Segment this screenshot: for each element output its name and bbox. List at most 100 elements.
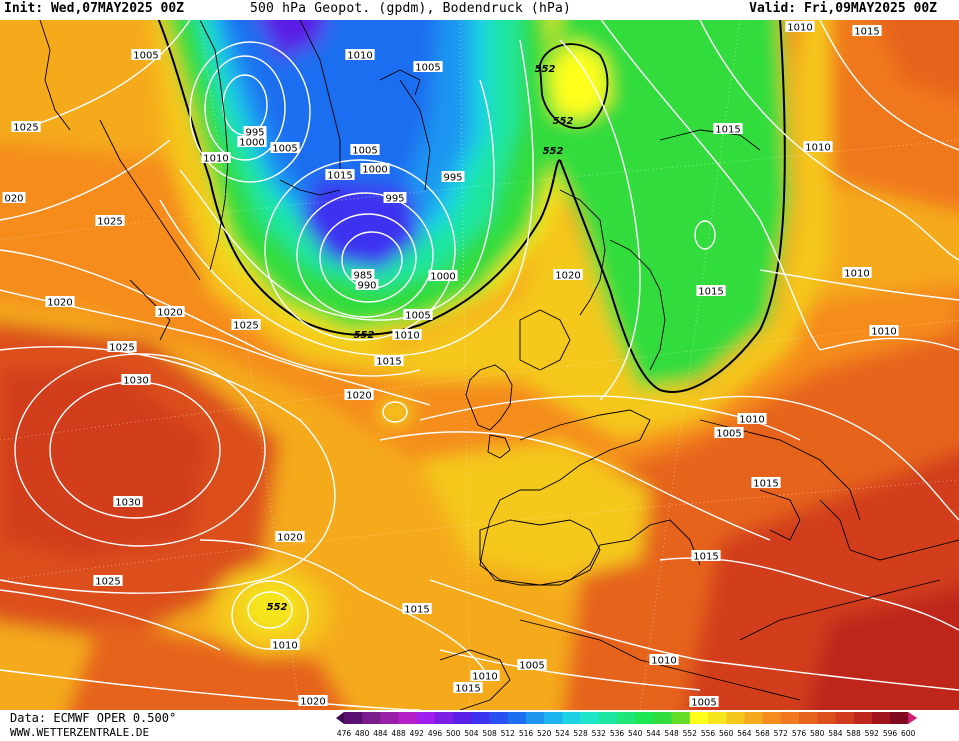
legend-tick-label: 520: [537, 729, 552, 738]
isobar-label-box: [237, 136, 267, 147]
legend-swatch: [416, 712, 436, 724]
isobar-label: 1010: [739, 415, 764, 426]
legend-arrow-left: [336, 712, 344, 724]
isobar-label: 1015: [455, 684, 480, 695]
valid-time-label: Valid: Fri,09MAY2025 00Z: [749, 1, 937, 16]
data-source-label: Data: ECMWF OPER 0.500°: [10, 711, 177, 725]
isobar-label-box: [413, 61, 443, 72]
isobar-label-box: [270, 142, 300, 153]
isobar-label-box: [93, 575, 123, 586]
isobar-label-box: [351, 269, 375, 280]
isobar-label: 1015: [327, 171, 352, 182]
isobar-label: 1030: [123, 376, 148, 387]
legend-swatch: [835, 712, 854, 724]
legend-tick-label: 504: [464, 729, 479, 738]
isobar-label-box: [374, 355, 404, 366]
isobar-label-box: [453, 682, 483, 693]
isobar-label-box: [689, 696, 719, 707]
legend-tick-label: 580: [810, 729, 825, 738]
isobar-label: 1000: [362, 165, 387, 176]
isobar-label: 985: [353, 271, 372, 282]
geopotential-fill: [0, 20, 959, 710]
geopotential-label: 552: [354, 330, 375, 341]
legend-tick-label: 512: [501, 729, 516, 738]
isobar-label-box: [649, 654, 679, 665]
isobar-label: 1005: [415, 63, 440, 74]
isobar-label-box: [121, 374, 151, 385]
isobar-label: 1005: [519, 661, 544, 672]
legend-swatch: [362, 712, 381, 724]
isobar-label-box: [691, 550, 721, 561]
isobar-label-box: [45, 296, 75, 307]
legend-tick-label: 532: [592, 729, 607, 738]
isobar-label-box: [852, 25, 882, 36]
isobar-lines: [0, 20, 959, 710]
isobar-label: 1020: [47, 298, 72, 309]
isobar-label-box: [869, 325, 899, 336]
isobar-label-box: [344, 389, 374, 400]
legend-swatch: [598, 712, 618, 724]
init-time-label: Init: Wed,07MAY2025 00Z: [4, 1, 185, 16]
legend-arrow-right: [908, 712, 918, 724]
legend-tick-label: 528: [573, 729, 588, 738]
legend-swatch: [744, 712, 763, 724]
legend-swatch: [762, 712, 782, 724]
legend-swatch: [671, 712, 691, 724]
legend-swatch: [853, 712, 873, 724]
legend-swatch: [817, 712, 836, 724]
legend-tick-label: 592: [865, 729, 880, 738]
isobar-label: 1020: [157, 308, 182, 319]
forecast-map: 1005 1010 1005 1025 1010 995 1000 1005 1005 1015 1…: [0, 20, 959, 710]
isobar-label-box: [696, 285, 726, 296]
isobar-label-box: [737, 413, 767, 424]
legend-swatch: [871, 712, 891, 724]
isobar-label-box: [441, 171, 465, 182]
isobar-label-box: [392, 329, 422, 340]
isobar-label: 1005: [691, 698, 716, 709]
isobar-label-box: [2, 192, 26, 203]
isobar-label: 1015: [753, 479, 778, 490]
legend-tick-label: 508: [482, 729, 497, 738]
isobar-label-box: [360, 163, 390, 174]
isobar-label: 995: [385, 194, 404, 205]
isobar-label-box: [131, 49, 161, 60]
isobar-label-box: [751, 477, 781, 488]
isobar-label: 1000: [239, 138, 264, 149]
isobar-label: 1010: [871, 327, 896, 338]
legend-swatch: [726, 712, 745, 724]
isobar-label-box: [428, 270, 458, 281]
legend-tick-label: 556: [701, 729, 716, 738]
isobar-label: 1005: [716, 429, 741, 440]
isobar-label-box: [517, 659, 547, 670]
isobar-label-box: [403, 309, 433, 320]
isobar-label-box: [325, 169, 355, 180]
isobar-label: 1020: [555, 271, 580, 282]
isobar-label: 1025: [13, 123, 38, 134]
isobar-label-box: [842, 267, 872, 278]
isobar-label: 1010: [787, 23, 812, 34]
isobar-label: 1010: [805, 143, 830, 154]
contour-552: [157, 20, 786, 393]
isobar-label-box: [402, 603, 432, 614]
isobar-label-box: [298, 695, 328, 706]
isobar-label: 1005: [405, 311, 430, 322]
legend-tick-label: 488: [391, 729, 406, 738]
isobar-label-box: [107, 341, 137, 352]
legend-tick-label: 536: [610, 729, 625, 738]
legend-swatch: [890, 712, 909, 724]
geopotential-label: 552: [553, 116, 574, 127]
isobar-label-box: [11, 121, 41, 132]
legend-tick-label: 552: [683, 729, 698, 738]
legend-tick-label: 588: [846, 729, 861, 738]
legend-swatch: [526, 712, 545, 724]
legend-swatch: [708, 712, 727, 724]
isobar-label-box: [275, 531, 305, 542]
isobar-label-box: [355, 279, 379, 290]
isobar-label: 1025: [97, 217, 122, 228]
legend-tick-label: 480: [355, 729, 370, 738]
isobar-label: 1025: [95, 577, 120, 588]
isobar-label: 1015: [404, 605, 429, 616]
graticule: [0, 20, 959, 710]
isobar-label-box: [95, 215, 125, 226]
legend-tick-label: 564: [737, 729, 752, 738]
